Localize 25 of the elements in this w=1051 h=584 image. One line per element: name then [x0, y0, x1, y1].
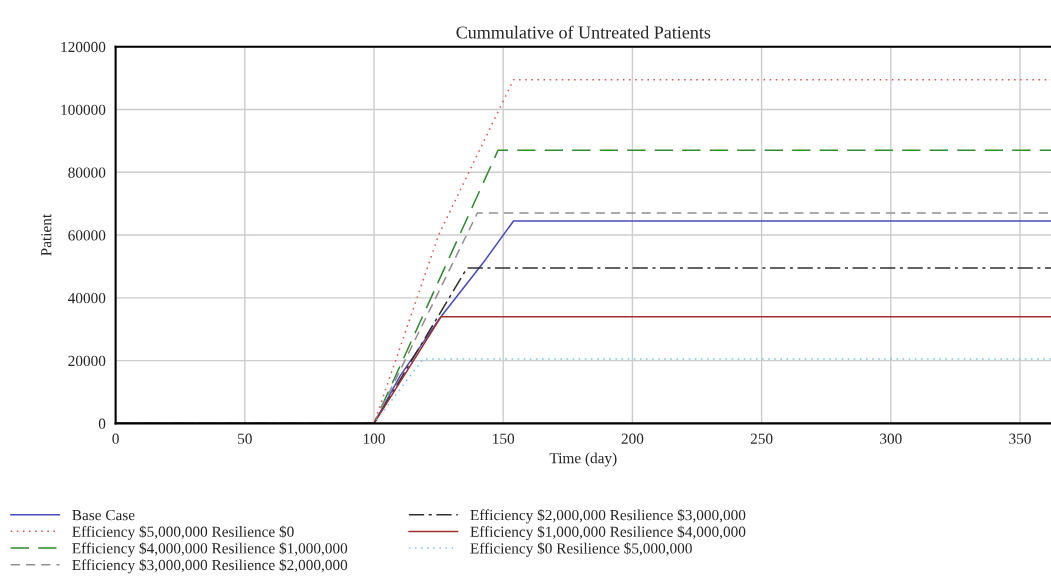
- x-tick-label: 350: [1009, 433, 1031, 444]
- x-tick-label: 100: [363, 433, 385, 444]
- legend-label: Efficiency $2,000,000 Resilience $3,000,000: [470, 509, 746, 524]
- y-tick-label: 0: [98, 418, 106, 429]
- y-tick-label: 80000: [68, 167, 106, 178]
- x-tick-label: 150: [493, 433, 515, 444]
- x-tick-label: 300: [880, 433, 902, 444]
- legend-label: Efficiency $0 Resilience $5,000,000: [470, 542, 692, 557]
- x-tick-label: 200: [621, 433, 644, 444]
- chart-title: Cummulative of Untreated Patients: [456, 25, 711, 39]
- x-tick-label: 50: [238, 433, 252, 444]
- y-tick-label: 60000: [68, 230, 106, 241]
- x-tick-label: 0: [112, 433, 119, 444]
- legend-label: Base Case: [72, 509, 135, 521]
- x-tick-label: 250: [750, 433, 773, 444]
- legend-label: Efficiency $4,000,000 Resilience $1,000,000: [72, 542, 348, 557]
- legend-label: Efficiency $5,000,000 Resilience $0: [72, 525, 294, 540]
- y-tick-label: 100000: [61, 104, 106, 115]
- y-tick-label: 40000: [67, 292, 106, 304]
- legend-label: Efficiency $1,000,000 Resilience $4,000,000: [470, 525, 746, 541]
- legend-label: Efficiency $3,000,000 Resilience $2,000,000: [72, 558, 348, 574]
- x-axis-title: Time (day): [549, 452, 617, 467]
- y-tick-label: 20000: [68, 355, 106, 367]
- y-axis-title: Patient: [41, 213, 52, 256]
- y-tick-label: 120000: [61, 41, 106, 53]
